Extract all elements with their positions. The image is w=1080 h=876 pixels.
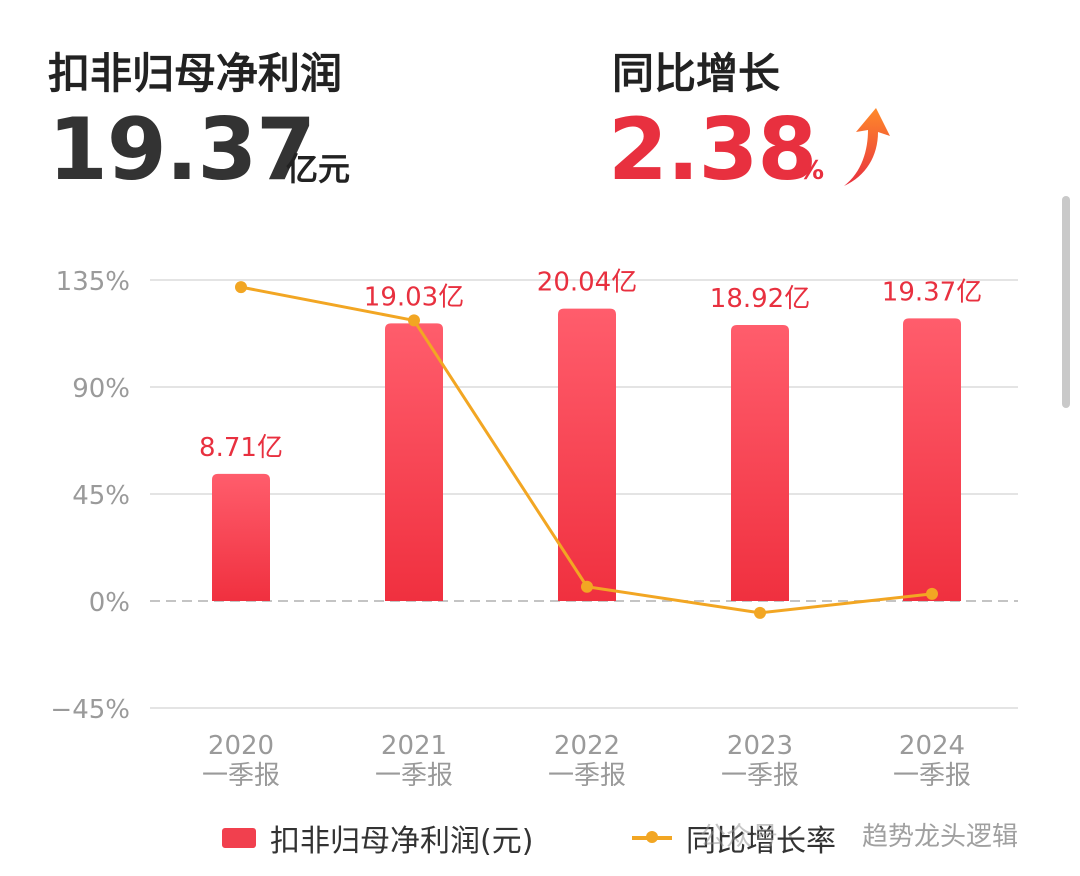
x-tick-year: 2022 [554,731,620,761]
profit-value: 19.37 [48,100,316,200]
legend-line-swatch [632,831,672,843]
growth-point-2022 [581,580,593,593]
profit-growth-chart: 135%90%45%0%−45% 8.71亿2020一季报19.03亿2021一… [50,267,1018,791]
y-tick-label: −45% [50,695,130,725]
profit-label: 扣非归母净利润 [48,49,343,98]
x-tick-period: 一季报 [721,761,799,791]
bar-2020 [212,473,270,601]
bar-2024 [903,318,961,601]
bar-2023 [731,324,789,601]
bar-2021 [385,323,443,601]
x-tick-year: 2023 [727,731,793,761]
growth-label: 同比增长 [612,49,781,98]
x-tick-period: 一季报 [548,761,626,791]
profit-unit: 亿元 [286,150,351,188]
x-tick-year: 2024 [899,731,965,761]
watermark-name: 趋势龙头逻辑 [862,822,1019,852]
growth-point-2020 [235,281,247,294]
bar-2022 [558,308,616,601]
legend-growth: 同比增长率 [632,818,836,859]
growth-point-2021 [408,314,420,327]
bar-value-label: 19.37亿 [882,277,982,307]
x-tick-period: 一季报 [375,761,453,791]
growth-point-2024 [926,587,938,600]
legend-profit: 扣非归母净利润(元) [222,818,534,859]
x-tick-period: 一季报 [893,761,971,791]
legend-profit-label: 扣非归母净利润(元) [270,824,534,859]
bar-value-label: 18.92亿 [710,284,810,314]
up-arrow-icon [844,108,890,186]
y-tick-label: 90% [72,374,130,404]
y-tick-label: 0% [89,588,130,618]
scrollbar[interactable] [1062,196,1070,408]
bar-value-label: 20.04亿 [537,268,637,298]
growth-value: 2.38 [608,100,817,200]
legend-bar-swatch [222,828,256,848]
legend-growth-label: 同比增长率 [686,824,836,859]
y-tick-label: 135% [56,267,130,297]
x-tick-period: 一季报 [202,761,280,791]
bar-value-label: 8.71亿 [199,433,283,463]
x-tick-year: 2021 [381,731,447,761]
y-tick-label: 45% [72,481,130,511]
bar-value-label: 19.03亿 [364,282,464,312]
growth-unit: % [798,156,825,186]
x-tick-year: 2020 [208,731,274,761]
growth-point-2023 [754,606,766,619]
watermark-prefix: 公众号 · [700,822,795,852]
